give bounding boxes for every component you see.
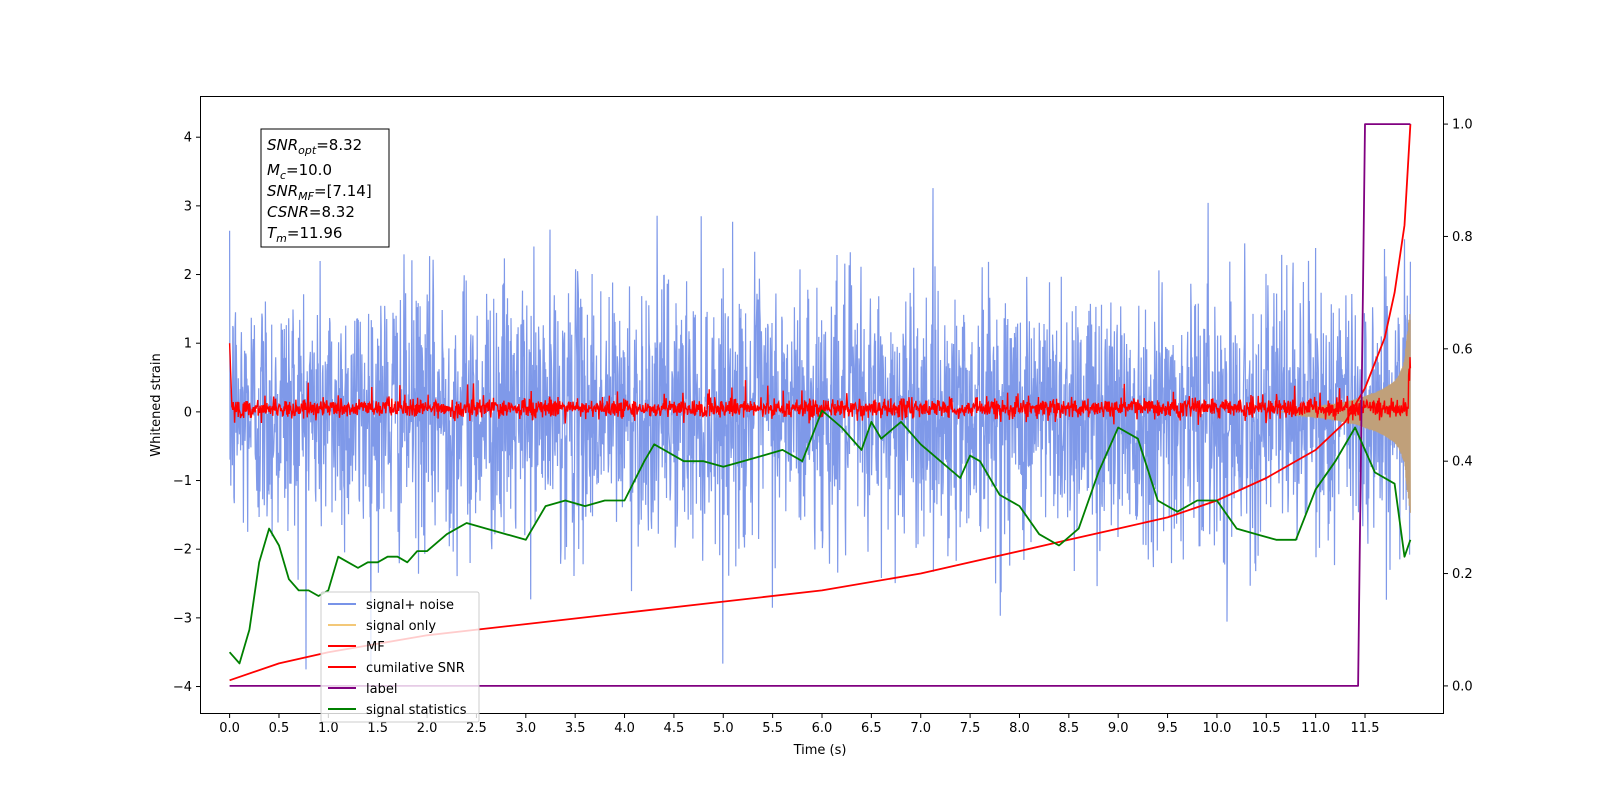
x-tick-label: 1.0: [318, 721, 339, 736]
annotation-box: SNRopt=8.32 Mc=10.0 SNRMF=[7.14] CSNR=8.…: [260, 128, 390, 248]
x-tick-label: 4.0: [614, 721, 635, 736]
y-tick-label: 0: [184, 405, 192, 420]
y2-tick-label: 0.0: [1452, 679, 1473, 694]
annotation-line-snr-opt: SNRopt=8.32: [267, 136, 362, 157]
x-tick-label: 0.0: [219, 721, 240, 736]
x-tick-label: 5.0: [713, 721, 734, 736]
x-tick-label: 8.5: [1058, 721, 1079, 736]
y-axis-right: 1.0 0.8 0.6 0.4 0.2 0.0: [1444, 118, 1473, 694]
y-tick-label: −4: [173, 680, 192, 695]
x-tick-label: 8.0: [1009, 721, 1030, 736]
y-tick-label: 3: [184, 199, 192, 214]
series-signal-statistics: [228, 409, 1412, 665]
x-axis-label: Time (s): [793, 743, 847, 758]
x-tick-label: 2.5: [466, 721, 487, 736]
y-axis-label: Whitened strain: [149, 353, 164, 456]
y2-tick-label: 0.8: [1452, 230, 1473, 245]
y2-tick-label: 0.4: [1452, 455, 1473, 470]
annotation-line-csnr: CSNR=8.32: [267, 203, 355, 221]
x-tick-label: 9.0: [1108, 721, 1129, 736]
legend-frame: [320, 591, 480, 723]
x-tick-label: 5.5: [762, 721, 783, 736]
series-label: [229, 123, 1411, 687]
y-tick-label: 4: [184, 131, 192, 146]
x-tick-label: 3.0: [515, 721, 536, 736]
x-tick-label: 0.5: [269, 721, 290, 736]
x-tick-label: 1.5: [367, 721, 388, 736]
series-signal-noise: [229, 188, 1412, 670]
x-tick-label: 6.5: [861, 721, 882, 736]
x-tick-label: 2.0: [417, 721, 438, 736]
legend-label-signal-noise: signal+ noise: [366, 598, 454, 613]
legend-label-signal-statistics: signal statistics: [366, 703, 467, 718]
x-tick-label: 10.5: [1252, 721, 1281, 736]
x-tick-label: 9.5: [1157, 721, 1178, 736]
plot-frame: [200, 96, 1444, 714]
y2-tick-label: 1.0: [1452, 118, 1473, 133]
x-tick-label: 3.5: [565, 721, 586, 736]
y-tick-label: 2: [184, 268, 192, 283]
annotation-frame: [260, 128, 390, 248]
series-cumulative-snr: [229, 124, 1412, 682]
y2-tick-label: 0.6: [1452, 342, 1473, 357]
y-axis-left: 4 3 2 1 0 −1 −2 −3 −4: [173, 131, 200, 695]
legend-label-label: label: [366, 682, 397, 697]
legend-label-cumulative-snr: cumilative SNR: [366, 661, 465, 676]
legend-label-mf: MF: [366, 640, 385, 655]
y-tick-label: −3: [173, 611, 192, 626]
annotation-line-tm: Tm=11.96: [267, 224, 342, 245]
y-tick-label: 1: [184, 337, 192, 352]
x-tick-label: 10.0: [1202, 721, 1231, 736]
y2-tick-label: 0.2: [1452, 567, 1473, 582]
y-tick-label: −1: [173, 474, 192, 489]
x-tick-label: 7.5: [960, 721, 981, 736]
annotation-line-mc: Mc=10.0: [267, 161, 332, 182]
x-tick-label: 11.0: [1301, 721, 1330, 736]
series-layer: [228, 123, 1412, 687]
x-tick-label: 6.0: [812, 721, 833, 736]
x-axis: 0.0 0.5 1.0 1.5 2.0 2.5 3.0 3.5 4.0 4.5 5.0 5.5 6.0 6…: [219, 714, 1379, 736]
annotation-line-snr-mf: SNRMF=[7.14]: [267, 182, 372, 203]
series-mf: [228, 343, 1412, 425]
legend: signal+ noise signal only MF cumilative …: [320, 591, 480, 723]
y-tick-label: −2: [173, 543, 192, 558]
x-tick-label: 7.0: [910, 721, 931, 736]
x-tick-label: 4.5: [664, 721, 685, 736]
legend-label-signal-only: signal only: [366, 619, 436, 634]
x-tick-label: 11.5: [1351, 721, 1380, 736]
